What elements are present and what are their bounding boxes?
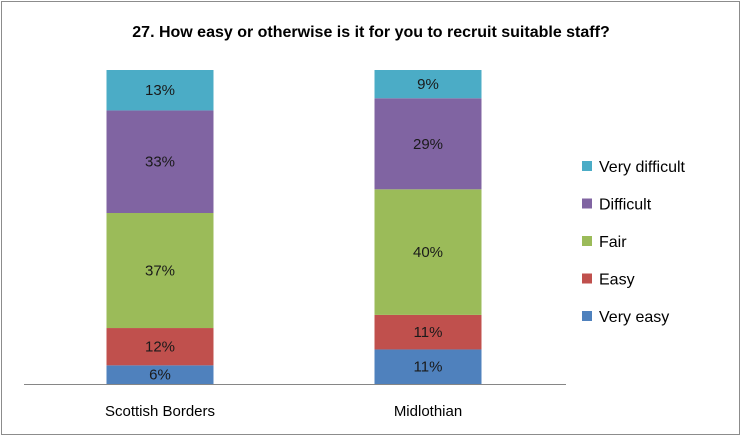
data-label: 12% xyxy=(145,339,175,356)
data-label: 40% xyxy=(413,244,443,261)
bar-segment-fair-midlothian xyxy=(374,189,482,315)
bar-segment-easy-scottish-borders xyxy=(106,328,214,366)
data-label: 6% xyxy=(149,367,171,384)
legend-swatch-fair xyxy=(582,236,592,246)
bar-segment-difficult-midlothian xyxy=(374,98,482,190)
data-label: 37% xyxy=(145,263,175,280)
data-label: 11% xyxy=(414,359,443,376)
legend-swatch-very-difficult xyxy=(582,161,592,171)
legend-label-fair: Fair xyxy=(599,234,627,251)
data-label: 13% xyxy=(145,82,175,99)
bar-segment-very-difficult-midlothian xyxy=(374,70,482,99)
bar-segment-easy-midlothian xyxy=(374,314,482,350)
legend-swatch-easy xyxy=(582,273,592,284)
category-label: Midlothian xyxy=(394,403,462,420)
legend-label-very-easy: Very easy xyxy=(599,309,669,326)
bar-segment-difficult-scottish-borders xyxy=(106,110,214,214)
data-label: 9% xyxy=(417,76,439,93)
data-label: 11% xyxy=(414,324,443,341)
category-labels: Scottish Borders Midlothian xyxy=(105,403,462,420)
legend-swatch-difficult xyxy=(582,198,592,209)
legend-label-very-difficult: Very difficult xyxy=(599,159,686,176)
legend-swatch-very-easy xyxy=(582,311,592,321)
chart-title: 27. How easy or otherwise is it for you … xyxy=(132,24,609,41)
legend-label-difficult: Difficult xyxy=(599,197,652,214)
legend: Very difficult Difficult Fair Easy Very easy xyxy=(582,159,686,326)
bars-group: 6% 12% 37% 33% 13% 11% 11% 40% 29% 9% xyxy=(106,70,482,384)
category-label: Scottish Borders xyxy=(105,403,215,420)
bar-segment-very-easy-midlothian xyxy=(374,349,482,384)
bar-segment-very-difficult-scottish-borders xyxy=(106,70,214,111)
legend-label-easy: Easy xyxy=(599,272,635,289)
bar-segment-very-easy-scottish-borders xyxy=(106,365,214,384)
data-label: 33% xyxy=(145,154,175,171)
data-label: 29% xyxy=(413,136,443,153)
bar-segment-fair-scottish-borders xyxy=(106,213,214,329)
